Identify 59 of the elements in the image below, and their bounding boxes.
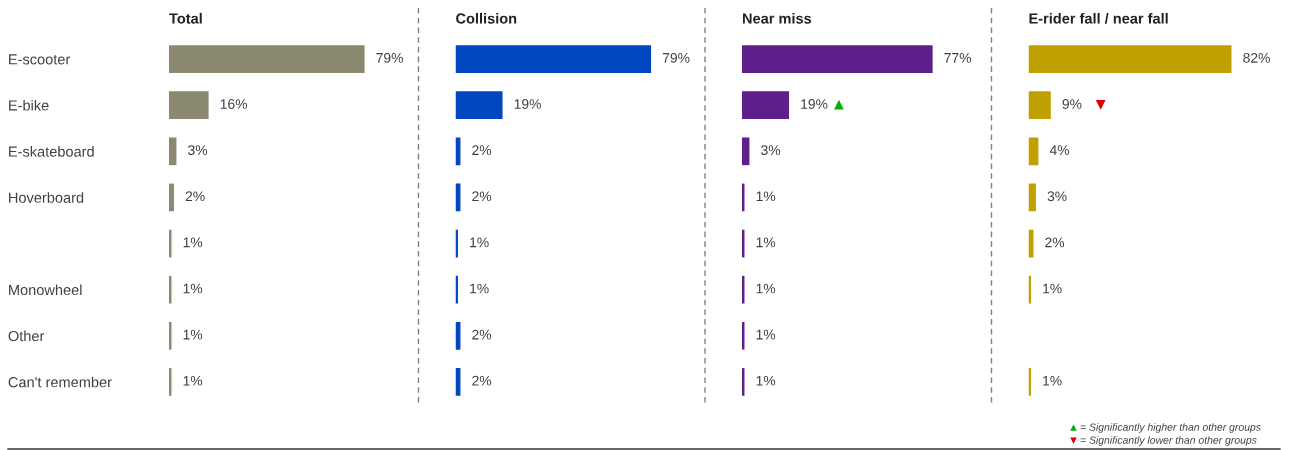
- data-label: 2%: [472, 191, 492, 202]
- data-label: 1%: [1043, 375, 1062, 386]
- bar: [742, 91, 790, 120]
- data-label: 1%: [756, 237, 776, 248]
- bar: [1028, 91, 1051, 120]
- y-tick-label: Can't remember: [8, 376, 112, 388]
- bar: [169, 45, 365, 73]
- chart-title: Total: [169, 12, 202, 24]
- data-label: 1%: [756, 329, 776, 340]
- data-label: 1%: [756, 191, 776, 202]
- y-tick-label: Hoverboard: [9, 192, 84, 203]
- data-label: 2%: [472, 145, 492, 155]
- data-label: 79%: [662, 52, 690, 63]
- bar: [742, 45, 933, 73]
- text: ▼ = Significantly lower than other groups: [1070, 436, 1257, 446]
- bar: [1028, 45, 1232, 73]
- data-label: 1%: [183, 375, 203, 386]
- data-label: 1%: [756, 283, 776, 294]
- data-label: 4%: [1049, 145, 1070, 155]
- annotation: ▼: [1095, 99, 1106, 110]
- data-label: 1%: [756, 375, 776, 386]
- bar: [169, 183, 174, 212]
- data-label: 2%: [472, 329, 492, 340]
- chart-title: Near miss: [742, 12, 812, 24]
- data-label: 19%: [801, 99, 828, 109]
- data-label: 16%: [220, 99, 248, 109]
- data-label: 1%: [1043, 283, 1062, 294]
- data-label: 82%: [1243, 52, 1270, 63]
- bar: [1028, 137, 1039, 166]
- data-label: 1%: [470, 237, 489, 248]
- data-label: 3%: [1047, 191, 1067, 202]
- y-tick-label: E-scooter: [9, 54, 71, 65]
- y-tick-label: E-skateboard: [9, 146, 94, 157]
- data-label: 2%: [472, 375, 492, 386]
- data-label: 9%: [1062, 99, 1082, 109]
- data-label: 1%: [183, 283, 203, 294]
- data-label: 79%: [376, 52, 403, 63]
- annotation: ▲: [834, 99, 844, 110]
- data-label: 77%: [944, 53, 972, 63]
- y-tick-label: Other: [8, 330, 45, 342]
- data-label: 2%: [1045, 237, 1065, 248]
- text: ▲ = Significantly higher than other groups: [1070, 423, 1261, 433]
- data-label: 2%: [185, 191, 205, 202]
- data-label: 1%: [470, 283, 489, 294]
- data-label: 3%: [761, 145, 781, 156]
- y-tick-label: E-bike: [9, 99, 49, 111]
- bar: [455, 91, 503, 120]
- data-label: 1%: [183, 237, 203, 248]
- data-label: 19%: [514, 99, 541, 109]
- chart-title: Collision: [456, 12, 517, 24]
- data-label: 1%: [183, 329, 203, 340]
- bar: [1028, 183, 1036, 212]
- bar: [169, 137, 177, 166]
- data-label: 3%: [188, 145, 208, 156]
- bar: [742, 137, 750, 166]
- bar: [169, 91, 209, 120]
- bar: [455, 45, 652, 73]
- y-tick-label: Monowheel: [9, 284, 82, 296]
- chart-title: E-rider fall / near fall: [1029, 12, 1168, 24]
